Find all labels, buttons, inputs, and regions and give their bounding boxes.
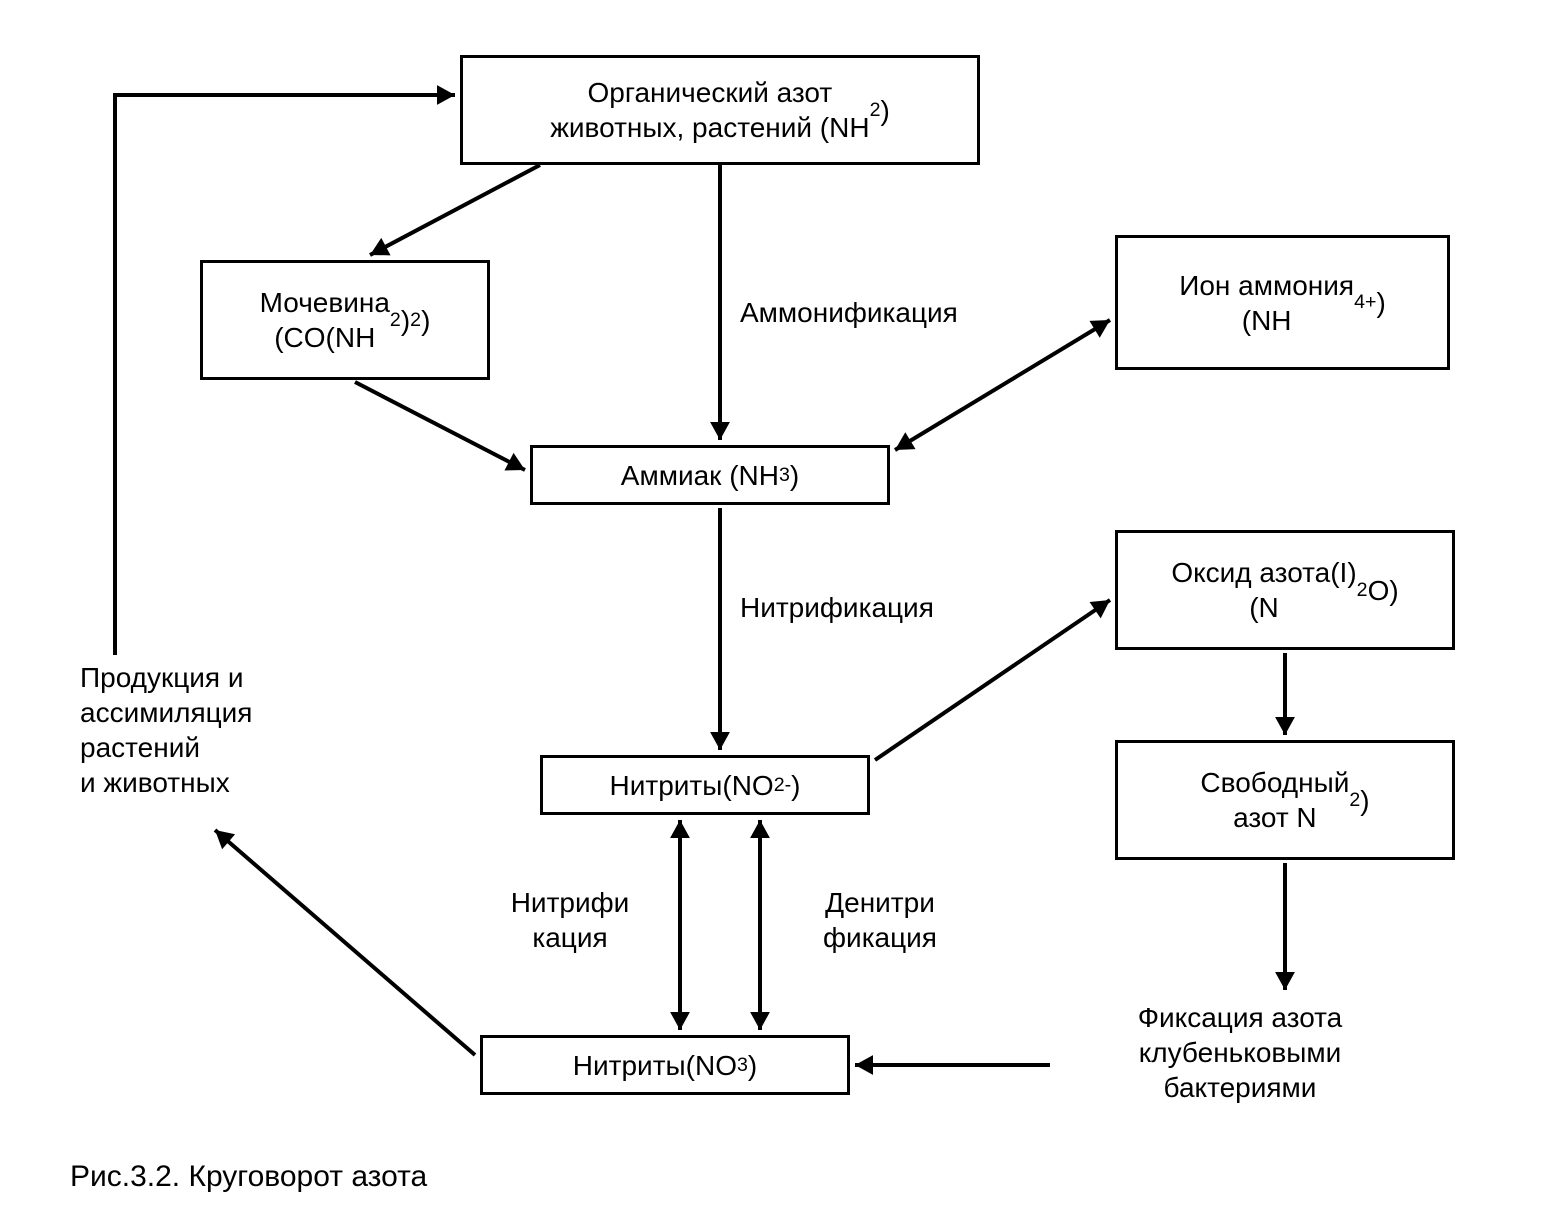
node-organic-nitrogen: Органический азотживотных, растений (NH2… [460, 55, 980, 165]
label-ammonification: Аммонификация [740, 295, 1020, 330]
node-urea: Мочевина(CO(NH2)2) [200, 260, 490, 380]
label-assimilation: Продукция иассимиляциярастенийи животных [80, 660, 340, 800]
diagram-canvas: Органический азотживотных, растений (NH2… [0, 0, 1561, 1211]
node-nitrous-oxide: Оксид азота(I)(N2O) [1115, 530, 1455, 650]
label-nitrification-1: Нитрификация [740, 590, 1000, 625]
label-nitrification-2: Нитрификация [470, 885, 670, 955]
node-free-nitrogen: Свободныйазот N2) [1115, 740, 1455, 860]
label-denitrification: Денитрификация [770, 885, 990, 955]
node-ammonia: Аммиак (NH3) [530, 445, 890, 505]
label-nitrogen-fixation: Фиксация азотаклубеньковымибактериями [1060, 1000, 1420, 1105]
node-ammonium-ion: Ион аммония(NH4+) [1115, 235, 1450, 370]
figure-caption: Рис.3.2. Круговорот азота [70, 1160, 427, 1194]
node-nitrites: Нитриты(NO2-) [540, 755, 870, 815]
node-nitrates: Нитриты(NO3) [480, 1035, 850, 1095]
